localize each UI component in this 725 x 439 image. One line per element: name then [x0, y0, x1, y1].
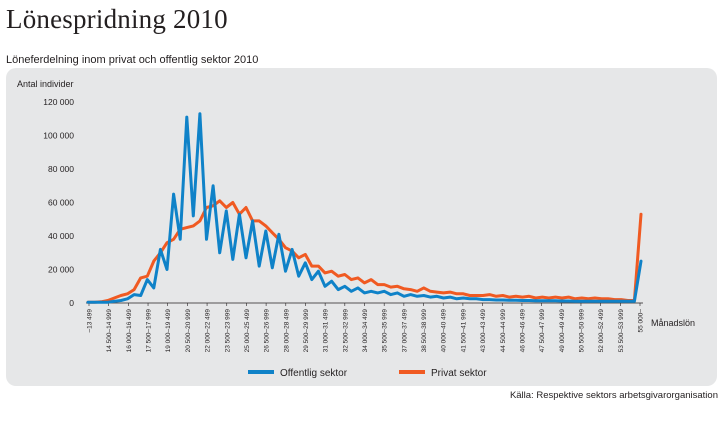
x-tick-label: 26 500–26 999 [264, 309, 271, 353]
x-tick-label: 22 000–22 499 [205, 309, 212, 353]
x-tick-label: 53 500–53 999 [618, 309, 625, 353]
x-tick-label: 25 000–25 499 [244, 309, 251, 353]
x-tick-label: 17 500–17 999 [146, 309, 153, 353]
x-tick-label: 31 000–31 499 [323, 309, 330, 353]
x-tick-label: 43 000–43 499 [480, 309, 487, 353]
x-tick-label: 28 000–28 499 [283, 309, 290, 353]
series-line-offentlig [86, 112, 643, 304]
source-note: Källa: Respektive sektors arbetsgivarorg… [509, 390, 718, 401]
x-tick-label: 14 500–14 999 [106, 309, 113, 353]
y-tick-label: 20 000 [48, 265, 74, 275]
x-tick-label: 37 000–37 499 [401, 309, 408, 353]
x-tick-label: 34 000–34 499 [362, 309, 369, 353]
y-tick-label: 40 000 [48, 231, 74, 241]
x-axis-label: Månadslön [651, 318, 695, 328]
page-title: Lönespridning 2010 [6, 4, 228, 34]
x-tick-label: 29 500–29 999 [303, 309, 310, 353]
x-tick-label: 49 000–49 499 [559, 309, 566, 353]
x-tick-label: 52 000–52 499 [598, 309, 605, 353]
x-tick-label: –13 499 [87, 309, 94, 333]
x-tick-label: 55 000– [638, 309, 645, 333]
y-tick-label: 80 000 [48, 164, 74, 174]
legend-label-privat: Privat sektor [431, 368, 487, 379]
x-tick-label: 44 500–44 999 [500, 309, 507, 353]
chart-panel [6, 68, 717, 386]
x-tick-label: 20 500–20 999 [185, 309, 192, 353]
chart-subtitle: Löneferdelning inom privat och offentlig… [6, 54, 259, 66]
y-tick-label: 60 000 [48, 198, 74, 208]
x-tick-label: 40 000–40 499 [441, 309, 448, 353]
x-tick-label: 41 500–41 999 [460, 309, 467, 353]
y-tick-label: 120 000 [43, 97, 74, 107]
x-tick-label: 46 000–46 499 [519, 309, 526, 353]
x-tick-label: 47 500–47 999 [539, 309, 546, 353]
y-tick-label: 100 000 [43, 131, 74, 141]
y-tick-label: 0 [69, 298, 74, 308]
x-tick-label: 19 000–19 499 [165, 309, 172, 353]
x-tick-label: 38 500–38 999 [421, 309, 428, 353]
x-tick-label: 23 500–23 999 [224, 309, 231, 353]
x-tick-label: 35 500–35 999 [382, 309, 389, 353]
legend-label-offentlig: Offentlig sektor [280, 368, 348, 379]
x-tick-label: 32 500–32 999 [342, 309, 349, 353]
x-tick-label: 16 000–16 499 [126, 309, 133, 353]
legend: Offentlig sektor Privat sektor [248, 368, 487, 379]
y-axis-label: Antal individer [17, 79, 74, 89]
x-tick-label: 50 500–50 999 [578, 309, 585, 353]
